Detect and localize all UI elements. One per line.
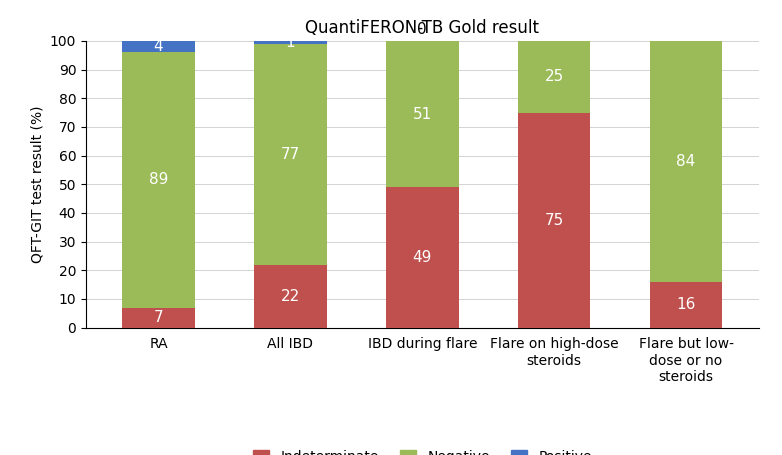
Bar [386, 187, 458, 328]
Y-axis label: QFT-GIT test result (%): QFT-GIT test result (%) [30, 106, 45, 263]
Text: 49: 49 [413, 250, 432, 265]
Bar [386, 41, 458, 187]
Bar [518, 41, 590, 113]
Text: 75: 75 [544, 212, 564, 228]
Legend: Indeterminate, Negative, Positive: Indeterminate, Negative, Positive [247, 445, 597, 455]
Bar [122, 41, 195, 52]
Text: 25: 25 [544, 69, 564, 84]
Text: 1: 1 [285, 35, 296, 50]
Bar [254, 264, 327, 328]
Bar [518, 113, 590, 328]
Text: 7: 7 [154, 310, 163, 325]
Bar [254, 41, 327, 44]
Bar [650, 282, 723, 328]
Text: 16: 16 [676, 297, 696, 312]
Bar [650, 41, 723, 282]
Text: 0: 0 [418, 22, 427, 37]
Title: QuantiFERON-TB Gold result: QuantiFERON-TB Gold result [305, 19, 540, 36]
Text: 77: 77 [281, 147, 300, 162]
Bar [254, 44, 327, 264]
Bar [122, 308, 195, 328]
Bar [122, 52, 195, 308]
Text: 51: 51 [413, 106, 432, 121]
Text: 4: 4 [154, 39, 163, 54]
Text: 84: 84 [676, 154, 696, 169]
Text: 89: 89 [149, 172, 168, 187]
Text: 22: 22 [281, 288, 300, 303]
